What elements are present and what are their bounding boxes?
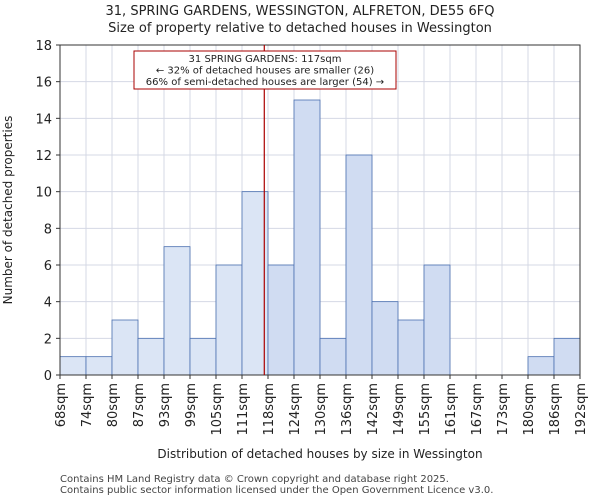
y-tick-label: 18 [35, 39, 52, 54]
x-tick-label: 161sqm [444, 383, 459, 436]
y-tick-label: 14 [35, 112, 52, 127]
axes: 0 2 4 6 8 10 12 14 16 18 68sqm 74sqm 80sqm 87sqm 93sqm… [35, 39, 589, 436]
x-tick-label: 186sqm [548, 383, 563, 436]
x-tick-label: 180sqm [522, 383, 537, 436]
x-tick-label: 93sqm [158, 383, 173, 427]
property-marker: 31 SPRING GARDENS: 117sqm← 32% of detach… [133, 45, 397, 375]
x-tick-label: 142sqm [366, 383, 381, 436]
chart-title: 31, SPRING GARDENS, WESSINGTON, ALFRETON… [106, 4, 495, 19]
y-tick-label: 12 [35, 149, 52, 164]
annotation-line: 31 SPRING GARDENS: 117sqm [189, 54, 342, 65]
histogram-bar [319, 337, 347, 376]
y-tick-label: 6 [44, 259, 52, 274]
x-tick-label: 68sqm [54, 383, 69, 427]
x-tick-label: 99sqm [184, 383, 199, 427]
annotation-line: 66% of semi-detached houses are larger (… [146, 77, 384, 88]
footer-line-2: Contains public sector information licen… [60, 485, 494, 496]
x-tick-label: 105sqm [210, 383, 225, 436]
x-axis-label: Distribution of detached houses by size … [157, 447, 482, 461]
x-tick-label: 74sqm [80, 383, 95, 427]
histogram-bar [423, 264, 451, 376]
x-tick-label: 173sqm [496, 383, 511, 436]
x-tick-label: 192sqm [574, 383, 589, 436]
histogram-bar [293, 99, 321, 376]
footer-attribution: Contains HM Land Registry data © Crown c… [60, 474, 493, 496]
x-tick-label: 149sqm [392, 383, 407, 436]
y-tick-label: 8 [44, 222, 52, 237]
bars [59, 99, 581, 376]
x-tick-label: 80sqm [106, 383, 121, 427]
x-tick-label: 124sqm [288, 383, 303, 436]
histogram-bar [189, 337, 217, 376]
histogram-bar [59, 356, 87, 376]
x-tick-label: 136sqm [340, 383, 355, 436]
histogram-bar [163, 246, 191, 376]
histogram-bar [267, 264, 295, 376]
histogram-bar [553, 337, 581, 376]
x-tick-label: 155sqm [418, 383, 433, 436]
histogram-bar [527, 356, 555, 376]
x-tick-label: 111sqm [236, 383, 251, 436]
chart-subtitle: Size of property relative to detached ho… [108, 21, 492, 36]
histogram-bar [371, 301, 399, 376]
y-tick-label: 0 [44, 369, 52, 384]
y-tick-label: 2 [44, 332, 52, 347]
x-tick-label: 87sqm [132, 383, 147, 427]
histogram-bar [111, 319, 139, 376]
histogram-bar [85, 356, 113, 376]
footer-line-1: Contains HM Land Registry data © Crown c… [60, 474, 449, 485]
histogram-bar [397, 319, 425, 376]
annotation-line: ← 32% of detached houses are smaller (26… [156, 66, 374, 77]
y-tick-label: 10 [35, 186, 52, 201]
x-tick-label: 118sqm [262, 383, 277, 436]
histogram-bar [215, 264, 243, 376]
x-tick-label: 167sqm [470, 383, 485, 436]
histogram-bar [241, 191, 269, 376]
y-axis-label: Number of detached properties [1, 116, 15, 305]
y-tick-label: 16 [35, 76, 52, 91]
histogram-bar [137, 337, 165, 376]
annotation-box [133, 50, 397, 90]
histogram-bar [345, 154, 373, 376]
y-tick-label: 4 [44, 296, 52, 311]
x-tick-label: 130sqm [314, 383, 329, 436]
